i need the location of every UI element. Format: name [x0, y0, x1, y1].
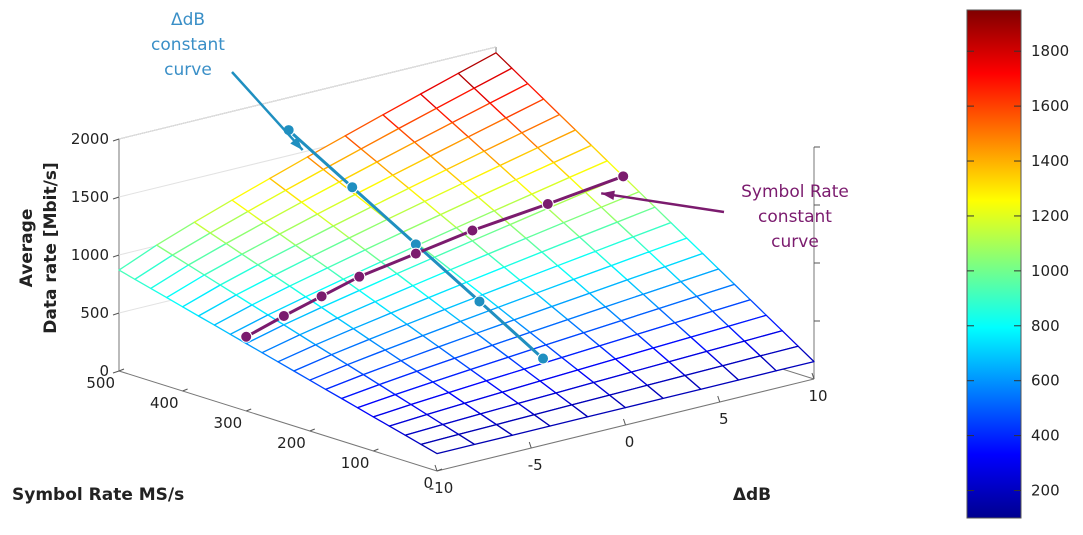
z-axis-label-line2: Data rate [Mbit/s]	[41, 162, 61, 333]
symbol-rate-tick	[246, 408, 252, 412]
ddb-tick	[434, 464, 438, 472]
ddb-tick	[717, 395, 721, 403]
surface-cell	[759, 345, 815, 372]
curve-point-0	[537, 352, 550, 365]
colorbar: 200 400 600 800 1000 1200 1400 1600 1800	[966, 9, 1069, 519]
colorbar-tick-label: 400	[1031, 427, 1060, 445]
z-tick-label: 1500	[71, 188, 109, 206]
symbol-rate-curve-arrow	[601, 192, 725, 214]
ddb-tick	[623, 418, 626, 426]
curve-point-0	[346, 181, 359, 194]
ddb-tick-label: -10	[429, 479, 454, 497]
ddb-tick	[528, 441, 532, 449]
colorbar-tick-label: 1000	[1031, 262, 1069, 280]
axis-ticks: 05001000150020000100200300400500-10-5051…	[71, 130, 828, 497]
z-axis-label-line1: Average	[17, 209, 37, 288]
symbol-rate-tick	[182, 388, 188, 392]
back-gridline	[118, 46, 497, 140]
symbol-rate-tick-label: 0	[423, 474, 433, 492]
ddb-tick-label: 10	[808, 387, 827, 405]
curve-point-1	[617, 170, 630, 183]
colorbar-tick-label: 1600	[1031, 97, 1069, 115]
colorbar-tick-label: 1800	[1031, 42, 1069, 60]
symbol-rate-curve-label-line2: constant	[758, 207, 832, 227]
z-tick	[112, 370, 120, 374]
ddb-curve-label-line3: curve	[164, 60, 212, 80]
symbol-rate-tick-label: 300	[214, 414, 243, 432]
symbol-rate-tick	[436, 468, 443, 472]
curve-point-1	[315, 290, 328, 303]
curve-point-1	[541, 198, 554, 210]
box-edge	[118, 370, 438, 472]
symbol-rate-tick	[309, 428, 315, 432]
symbol-rate-curve-label-line3: curve	[771, 232, 819, 252]
curve-point-1	[353, 270, 366, 283]
ddb-curve-label-line2: constant	[151, 35, 225, 55]
z-tick-label: 0	[99, 362, 109, 380]
curve-point-1	[409, 247, 422, 260]
surface-mesh	[118, 52, 815, 455]
symbol-rate-tick	[373, 448, 379, 452]
colorbar-tick-label: 1400	[1031, 152, 1069, 170]
ddb-tick	[811, 372, 815, 380]
ddb-axis-label: ΔdB	[733, 485, 771, 505]
symbol-rate-tick-label: 200	[277, 434, 306, 452]
ddb-curve-arrowhead	[290, 137, 303, 151]
colorbar-tick-label: 1200	[1031, 207, 1069, 225]
colorbar-tick-label: 200	[1031, 482, 1060, 500]
symbol-rate-tick-label: 400	[150, 394, 179, 412]
curve-point-0	[473, 295, 486, 308]
ddb-curve-arrow	[231, 71, 304, 151]
curve-point-1	[466, 224, 479, 237]
symbol-rate-tick	[118, 368, 125, 372]
symbol-rate-axis-label: Symbol Rate MS/s	[12, 485, 184, 505]
z-tick-label: 2000	[71, 130, 109, 148]
symbol-rate-tick-label: 500	[86, 374, 115, 392]
colorbar-tick-label: 600	[1031, 372, 1060, 390]
symbol-rate-tick-label: 100	[341, 454, 370, 472]
symbol-rate-curve-arrowhead	[601, 190, 615, 200]
curve-point-1	[277, 309, 290, 322]
symbol-rate-curve-label-line1: Symbol Rate	[741, 182, 849, 202]
colorbar-strip	[966, 9, 1022, 519]
z-tick-label: 1000	[71, 246, 109, 264]
ddb-tick-label: 0	[625, 433, 635, 451]
colorbar-tick-label: 800	[1031, 317, 1060, 335]
z-tick	[112, 196, 120, 200]
z-tick	[112, 138, 120, 142]
ddb-tick-label: 5	[719, 410, 729, 428]
curve-point-1	[240, 330, 253, 343]
highlight-curves	[231, 71, 725, 365]
z-tick	[112, 254, 120, 258]
z-tick-label: 500	[80, 304, 109, 322]
curve-line-1	[245, 174, 624, 339]
ddb-tick-label: -5	[528, 456, 543, 474]
z-tick	[112, 312, 120, 316]
ddb-curve-label-line1: ΔdB	[171, 10, 205, 30]
